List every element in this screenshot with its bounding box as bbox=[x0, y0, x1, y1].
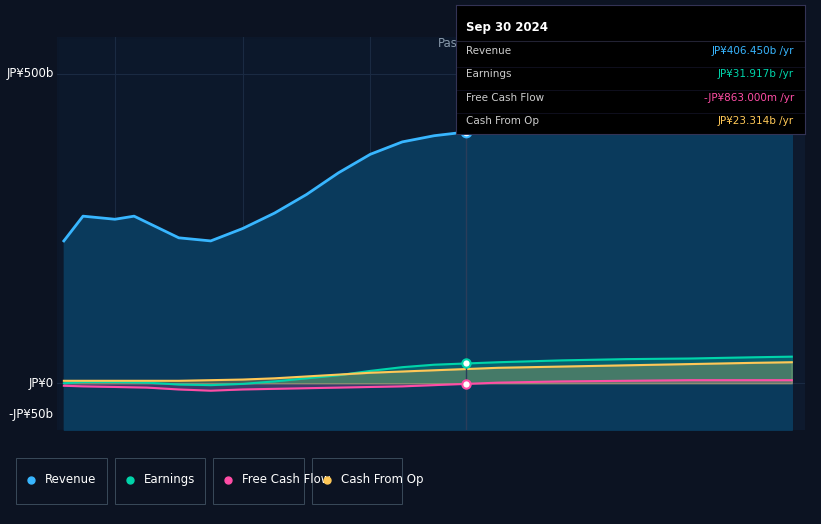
Text: JP¥23.314b /yr: JP¥23.314b /yr bbox=[718, 116, 794, 126]
Text: JP¥31.917b /yr: JP¥31.917b /yr bbox=[718, 70, 794, 80]
Text: 2022: 2022 bbox=[100, 445, 130, 458]
Text: Past: Past bbox=[438, 37, 462, 50]
Text: Free Cash Flow: Free Cash Flow bbox=[466, 93, 544, 103]
FancyBboxPatch shape bbox=[115, 458, 205, 504]
FancyBboxPatch shape bbox=[312, 458, 402, 504]
Text: Analysts Forecasts: Analysts Forecasts bbox=[470, 37, 580, 50]
Text: 2026: 2026 bbox=[611, 445, 640, 458]
Text: -JP¥863.000m /yr: -JP¥863.000m /yr bbox=[704, 93, 794, 103]
Text: Earnings: Earnings bbox=[144, 474, 195, 486]
Text: JP¥0: JP¥0 bbox=[29, 377, 53, 390]
Text: Cash From Op: Cash From Op bbox=[341, 474, 423, 486]
Text: 2025: 2025 bbox=[484, 445, 513, 458]
Text: Sep 30 2024: Sep 30 2024 bbox=[466, 20, 548, 34]
Text: 2027: 2027 bbox=[739, 445, 768, 458]
Text: JP¥406.450b /yr: JP¥406.450b /yr bbox=[712, 46, 794, 56]
Text: Earnings: Earnings bbox=[466, 70, 511, 80]
Text: Revenue: Revenue bbox=[45, 474, 97, 486]
Text: Revenue: Revenue bbox=[466, 46, 511, 56]
Text: 2023: 2023 bbox=[227, 445, 258, 458]
FancyBboxPatch shape bbox=[16, 458, 107, 504]
Text: Cash From Op: Cash From Op bbox=[466, 116, 539, 126]
Text: -JP¥50b: -JP¥50b bbox=[9, 408, 53, 421]
Text: Free Cash Flow: Free Cash Flow bbox=[242, 474, 331, 486]
Text: 2024: 2024 bbox=[355, 445, 385, 458]
FancyBboxPatch shape bbox=[213, 458, 304, 504]
Text: JP¥500b: JP¥500b bbox=[7, 67, 53, 80]
Bar bbox=[57, 37, 466, 430]
